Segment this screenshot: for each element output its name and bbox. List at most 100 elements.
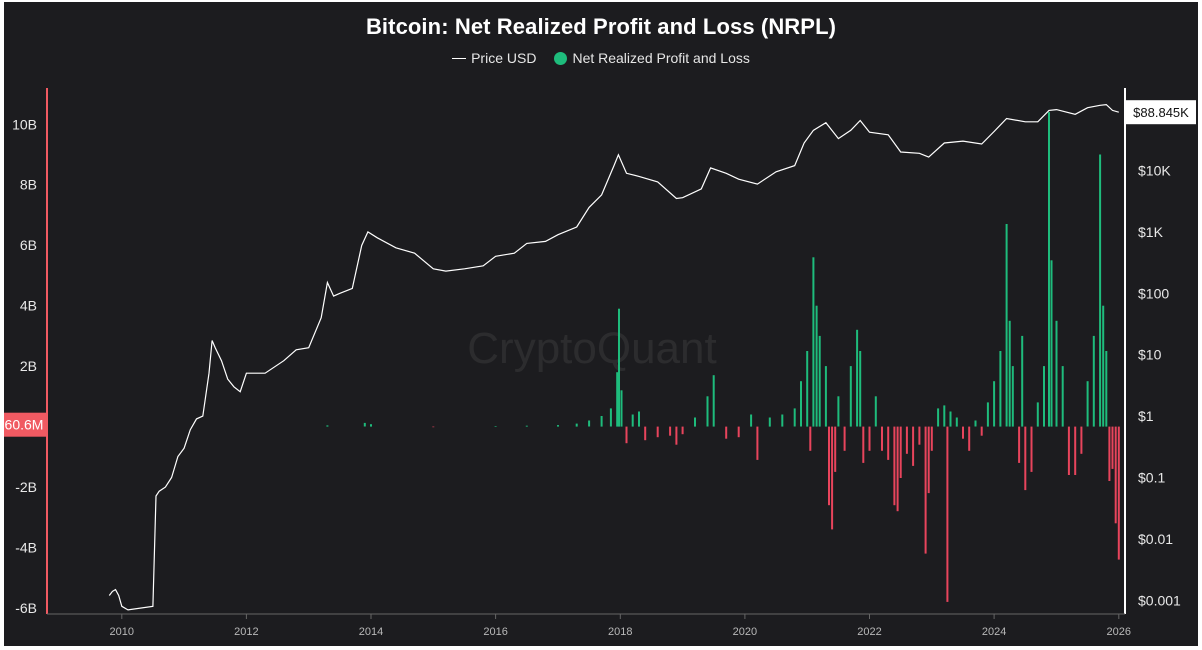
current-price-box <box>1126 100 1196 125</box>
nrpl-bar <box>930 426 933 451</box>
y-left-tick-label: 4B <box>20 298 37 314</box>
nrpl-bar <box>800 381 802 427</box>
nrpl-bar <box>937 408 940 427</box>
legend-item-price[interactable]: Price USD <box>452 50 536 66</box>
nrpl-bar <box>1011 366 1014 427</box>
nrpl-bar <box>620 390 623 427</box>
nrpl-bar <box>616 372 619 427</box>
nrpl-bar <box>927 426 930 494</box>
watermark: CryptoQuant <box>467 324 716 373</box>
nrpl-bar <box>828 426 830 506</box>
x-tick-label: 2010 <box>110 626 134 638</box>
nrpl-bar <box>912 426 915 466</box>
right-axis-ticks: $10K $1K $100 $10 $1 $0.1 $0.01 $0.001 <box>1138 162 1181 608</box>
y-left-tick-label: -2B <box>15 479 37 495</box>
nrpl-bar <box>326 425 329 427</box>
nrpl-bar <box>918 426 921 445</box>
nrpl-bar <box>896 426 899 512</box>
nrpl-bar <box>849 366 852 427</box>
nrpl-bar <box>618 308 620 427</box>
nrpl-bar <box>1055 320 1058 427</box>
nrpl-bar <box>1036 402 1039 427</box>
nrpl-bar <box>432 426 435 428</box>
nrpl-bar <box>812 257 815 427</box>
nrpl-bar <box>706 396 709 427</box>
nrpl-bar <box>1099 154 1102 427</box>
x-tick-label: 2012 <box>234 626 258 638</box>
nrpl-bar <box>644 426 647 441</box>
nrpl-bar <box>1005 224 1008 427</box>
nrpl-bar <box>712 375 715 427</box>
nrpl-bar <box>669 426 672 436</box>
nrpl-bar <box>1008 320 1011 427</box>
nrpl-bar <box>737 426 740 438</box>
nrpl-bar <box>557 425 559 427</box>
nrpl-bar <box>1108 426 1111 481</box>
y-right-tick-label: $0.1 <box>1138 470 1165 486</box>
nrpl-bar <box>656 426 659 438</box>
nrpl-bar <box>887 426 890 460</box>
nrpl-bar <box>943 405 946 427</box>
x-tick-label: 2024 <box>982 626 1006 638</box>
nrpl-bar <box>815 305 818 427</box>
nrpl-bar <box>946 426 949 602</box>
legend: Price USD Net Realized Profit and Loss <box>4 50 1198 66</box>
legend-label-price: Price USD <box>471 50 537 66</box>
chart-frame: Bitcoin: Net Realized Profit and Loss (N… <box>4 2 1198 646</box>
x-tick-label: 2020 <box>733 626 757 638</box>
y-right-tick-label: $100 <box>1138 285 1169 301</box>
nrpl-bar <box>694 417 696 427</box>
nrpl-bar <box>818 335 821 427</box>
legend-item-nrpl[interactable]: Net Realized Profit and Loss <box>554 50 750 66</box>
nrpl-bar <box>1117 426 1120 560</box>
nrpl-bar <box>868 426 871 451</box>
price-line <box>108 103 1119 611</box>
y-right-tick-label: $0.001 <box>1138 592 1181 608</box>
nrpl-bar <box>806 351 809 427</box>
y-right-tick-label: $0.01 <box>1138 531 1173 547</box>
nrpl-bar <box>824 366 827 427</box>
nrpl-bar <box>999 351 1002 427</box>
y-left-tick-label: 2B <box>20 358 37 374</box>
y-left-tick-label: 8B <box>20 177 37 193</box>
nrpl-bar <box>1030 426 1033 472</box>
dot-swatch-icon <box>554 51 568 65</box>
current-value-box <box>4 412 48 437</box>
nrpl-bar <box>968 426 971 451</box>
nrpl-bar <box>781 414 784 427</box>
legend-label-nrpl: Net Realized Profit and Loss <box>572 50 750 66</box>
y-left-tick-label: 10B <box>12 116 37 132</box>
nrpl-bar <box>949 411 952 427</box>
nrpl-bar <box>893 426 896 506</box>
nrpl-bar <box>874 396 877 427</box>
nrpl-chart: CryptoQuant 10B 8B 6B 4B 2B -2B -4B -6B $10K $1K… <box>4 88 1196 638</box>
nrpl-bars <box>326 112 1120 602</box>
y-left-tick-label: -4B <box>15 540 37 556</box>
nrpl-bar <box>881 426 883 451</box>
nrpl-bar <box>1043 366 1045 427</box>
nrpl-bar <box>631 414 634 427</box>
x-tick-label: 2018 <box>608 626 632 638</box>
nrpl-bar <box>1074 426 1077 475</box>
nrpl-bar <box>856 329 859 427</box>
nrpl-bar <box>974 420 977 427</box>
nrpl-bar <box>962 426 964 439</box>
nrpl-bar <box>993 381 996 427</box>
nrpl-bar <box>768 417 771 427</box>
nrpl-bar <box>809 426 812 451</box>
current-value-marker: 60.6M <box>4 412 48 437</box>
nrpl-bar <box>1024 426 1027 491</box>
y-right-tick-label: $1K <box>1138 224 1164 240</box>
nrpl-bar <box>924 426 927 554</box>
nrpl-bar <box>1048 112 1050 427</box>
nrpl-bar <box>899 426 902 478</box>
nrpl-bar <box>843 426 846 451</box>
nrpl-bar <box>609 408 612 427</box>
nrpl-bar <box>955 417 958 427</box>
nrpl-bar <box>725 426 728 439</box>
current-value-label: 60.6M <box>5 417 44 433</box>
nrpl-bar <box>859 351 862 427</box>
nrpl-bar <box>600 416 603 427</box>
current-price-marker: $88.845K <box>1126 100 1196 125</box>
nrpl-bar <box>756 426 759 460</box>
